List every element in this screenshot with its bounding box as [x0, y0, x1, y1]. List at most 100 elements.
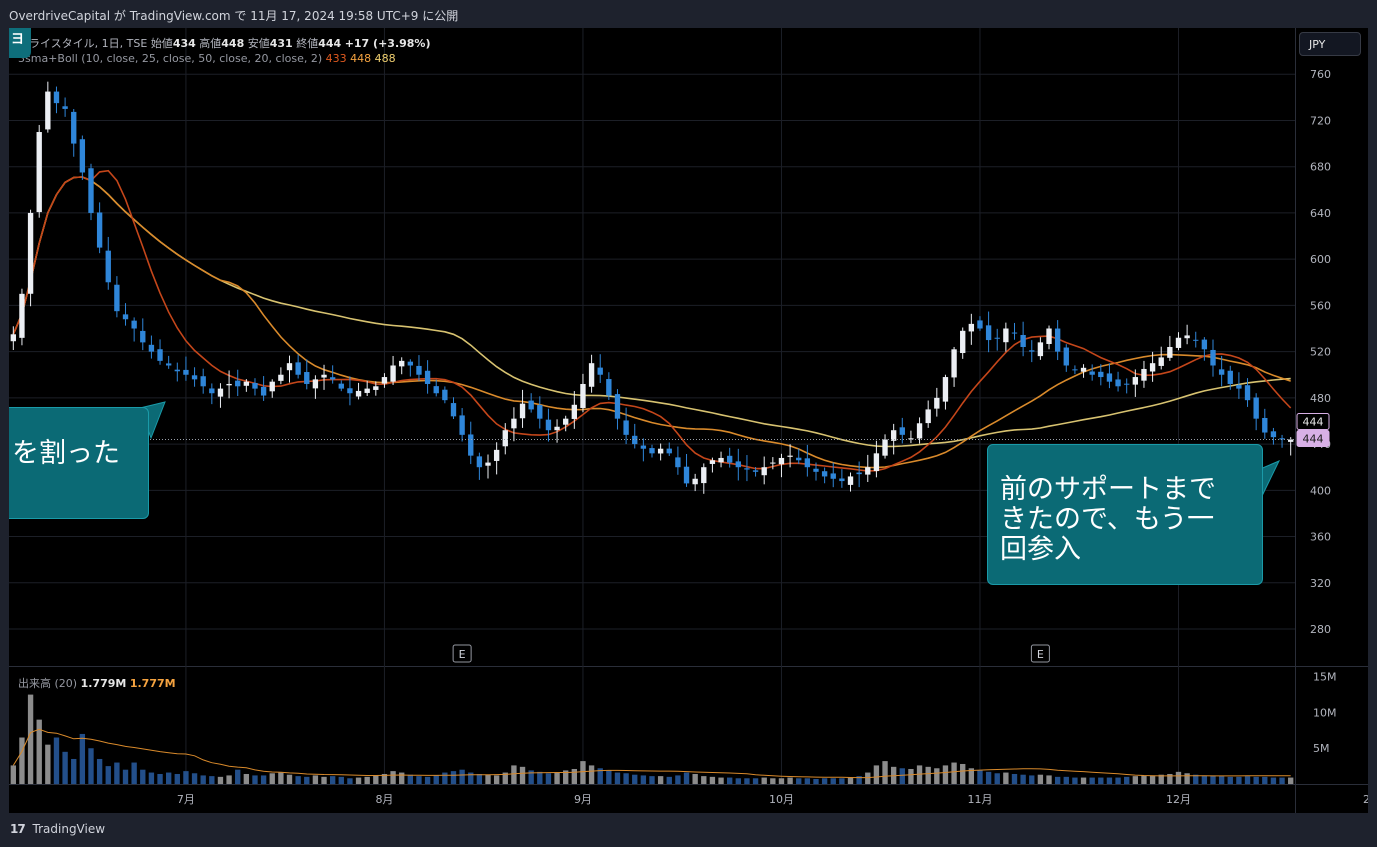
- price-tick-label: 480: [1310, 392, 1331, 405]
- candle-body: [942, 377, 949, 402]
- volume-bar: [761, 777, 767, 784]
- candle-body: [511, 418, 517, 429]
- candle-body: [1020, 334, 1026, 347]
- candle-body: [45, 91, 51, 130]
- volume-bar: [1132, 776, 1139, 784]
- candle-body: [260, 386, 267, 396]
- time-tick-label: 10月: [769, 793, 794, 806]
- candle-body: [916, 423, 923, 439]
- volume-bar: [882, 761, 888, 784]
- chart-area[interactable]: 2803203604004404805205606006406807207607…: [9, 28, 1368, 813]
- volume-bar: [226, 775, 232, 784]
- candle-body: [1132, 377, 1139, 385]
- volume-bar: [485, 774, 491, 784]
- price-tick-label: 640: [1310, 207, 1331, 220]
- volume-bar: [260, 775, 267, 784]
- candle-body: [1106, 373, 1113, 382]
- volume-bar: [1072, 777, 1078, 784]
- candle-body: [813, 468, 819, 472]
- earnings-marker: [452, 644, 472, 663]
- volume-legend[interactable]: 出来高 (20) 1.779M 1.777M: [18, 675, 176, 691]
- candle-body: [752, 470, 759, 472]
- candle-body: [148, 344, 155, 352]
- candle-body: [580, 383, 586, 408]
- candle-body: [890, 430, 897, 441]
- candle-body: [1193, 339, 1199, 341]
- volume-bar: [977, 770, 983, 784]
- price-chart[interactable]: 2803203604004404805205606006406807207607…: [9, 28, 1368, 813]
- candle-body: [1003, 328, 1009, 343]
- volume-bar: [407, 774, 414, 784]
- volume-bar: [1227, 776, 1233, 784]
- candle-body: [787, 455, 793, 457]
- candle-body: [701, 467, 707, 484]
- currency-button[interactable]: JPY: [1299, 32, 1361, 56]
- footer: 17 TradingView: [0, 813, 1377, 847]
- volume-bar: [908, 768, 914, 784]
- candle-body: [295, 362, 301, 375]
- candle-body: [209, 388, 215, 394]
- candle-body: [692, 478, 698, 485]
- candle-body: [1098, 371, 1104, 378]
- candle-body: [804, 458, 811, 468]
- candle-body: [1218, 369, 1225, 375]
- candle-body: [27, 212, 34, 294]
- volume-bar: [1020, 774, 1026, 784]
- volume-bar: [709, 776, 716, 784]
- volume-bar: [252, 775, 258, 784]
- volume-bar: [36, 719, 42, 784]
- candle-body: [1080, 367, 1087, 372]
- volume-bar: [304, 776, 310, 784]
- time-tick-label: 2024: [1363, 793, 1368, 806]
- candle-body: [1037, 342, 1044, 357]
- high-value: 448: [221, 37, 245, 50]
- price-tick-label: 600: [1310, 253, 1331, 266]
- candle-body: [683, 466, 690, 484]
- volume-bar: [502, 772, 508, 784]
- candle-body: [131, 320, 137, 329]
- volume-bar: [511, 765, 517, 784]
- candle-body: [770, 462, 776, 464]
- candle-body: [951, 349, 957, 378]
- candle-body: [623, 420, 629, 435]
- candle-body: [606, 379, 612, 396]
- candle-body: [985, 325, 992, 341]
- annotation-callout-right[interactable]: 前のサポートまで きたので、もう一 回参入: [987, 444, 1263, 585]
- volume-bar: [1201, 775, 1208, 784]
- volume-bar: [243, 773, 250, 784]
- earnings-marker-label: E: [459, 648, 466, 661]
- candle-body: [1072, 369, 1078, 371]
- volume-bar: [19, 737, 25, 784]
- volume-bar: [88, 748, 94, 784]
- candle-body: [183, 369, 189, 375]
- volume-tick-label: 15M: [1313, 671, 1337, 684]
- volume-bar: [821, 778, 828, 784]
- annotation-text-left: を割った: [12, 438, 120, 469]
- candle-body: [53, 91, 60, 104]
- candle-body: [554, 426, 560, 431]
- candle-body: [977, 320, 983, 329]
- publish-info: OverdriveCapital が TradingView.com で 11月…: [0, 0, 1377, 28]
- tradingview-logo-icon: 17: [10, 822, 26, 836]
- volume-bar: [1080, 777, 1087, 784]
- volume-bar: [338, 776, 344, 784]
- publisher-badge: ヨ: [9, 28, 31, 58]
- candle-body: [528, 400, 534, 410]
- sma50-value: 488: [374, 52, 396, 65]
- volume-bar: [1158, 774, 1164, 784]
- volume-bar: [865, 772, 871, 784]
- volume-bar: [347, 778, 353, 784]
- candle-body: [1063, 347, 1069, 366]
- annotation-callout-left[interactable]: を割った: [9, 407, 149, 519]
- candle-body: [19, 293, 25, 338]
- candle-body: [1210, 349, 1216, 366]
- price-tick-label: 760: [1310, 68, 1331, 81]
- change-value: +17 (+3.98%): [344, 37, 431, 50]
- candle-body: [62, 106, 68, 109]
- volume-bar: [1063, 776, 1069, 784]
- volume-bar: [1262, 776, 1268, 784]
- indicator-legend[interactable]: 3sma+Boll (10, close, 25, close, 50, clo…: [18, 52, 396, 65]
- volume-bar: [554, 772, 560, 784]
- earnings-marker-label: E: [1037, 648, 1044, 661]
- volume-bar: [1193, 774, 1199, 784]
